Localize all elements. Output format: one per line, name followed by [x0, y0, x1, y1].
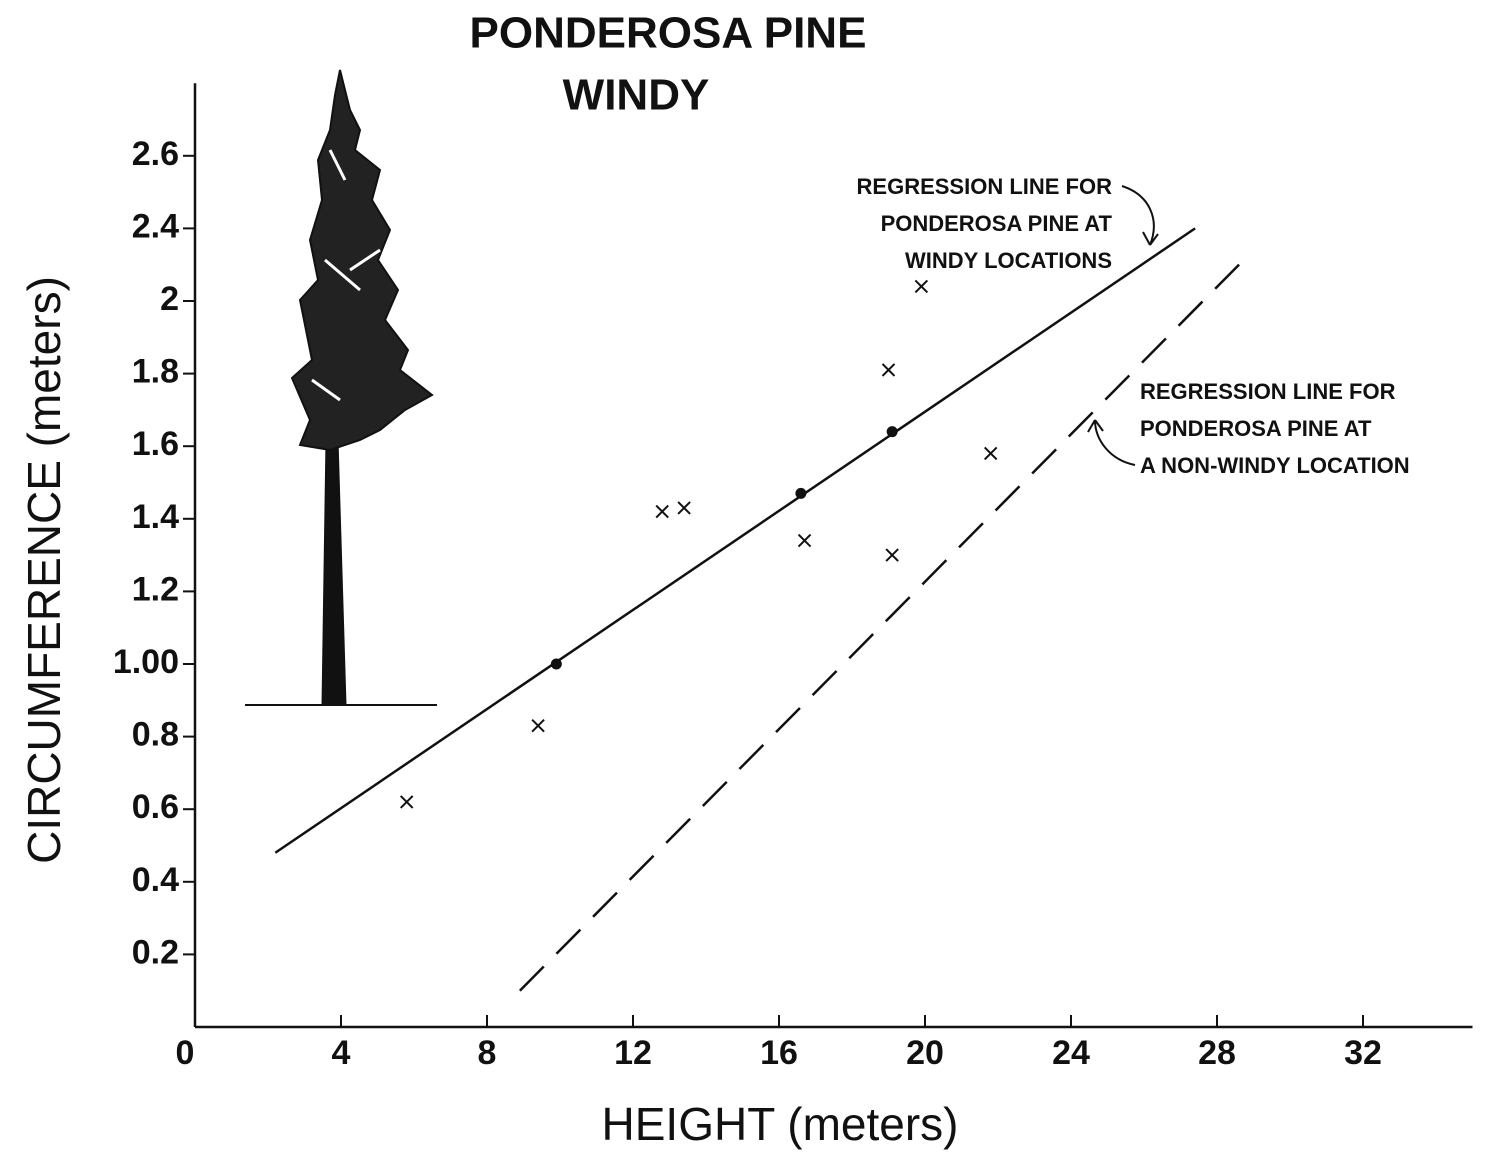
annotation: REGRESSION LINE FOR	[1140, 379, 1396, 404]
x-tick-label: 8	[478, 1034, 497, 1072]
regression-point	[795, 488, 806, 499]
chart-title: WINDY	[563, 71, 710, 120]
y-tick-label: 1.6	[132, 425, 179, 463]
annotation: REGRESSION LINE FOR	[857, 174, 1113, 199]
regression-point	[551, 659, 562, 670]
y-tick-label: 0.4	[132, 861, 179, 899]
data-point	[401, 796, 413, 808]
data-point	[799, 535, 811, 547]
x-tick-label: 4	[332, 1034, 351, 1072]
y-tick-label: 0.8	[132, 716, 179, 754]
regression-line	[275, 228, 1195, 852]
x-tick-label: 12	[614, 1034, 652, 1072]
annotation-arrow	[1088, 420, 1135, 465]
y-tick-label: 1.2	[132, 570, 179, 608]
chart: PONDEROSA PINE WINDY HEIGHT (meters) CIR…	[0, 0, 1494, 1150]
regression-line	[520, 257, 1246, 990]
x-tick-label: 16	[760, 1034, 798, 1072]
annotation: A NON-WINDY LOCATION	[1140, 453, 1410, 478]
annotation-arrow	[1122, 186, 1158, 245]
x-tick-label: 32	[1344, 1034, 1382, 1072]
data-point	[985, 447, 997, 459]
annotation: PONDEROSA PINE AT	[881, 211, 1113, 236]
annotation: WINDY LOCATIONS	[905, 248, 1112, 273]
y-tick-label: 2.4	[132, 207, 179, 245]
y-axis-label: CIRCUMFERENCE (meters)	[18, 276, 70, 864]
x-tick-label: 28	[1198, 1034, 1236, 1072]
y-tick-label: 1.8	[132, 353, 179, 391]
y-tick-label: 2	[160, 280, 179, 318]
data-point	[656, 506, 668, 518]
y-tick-label: 1.4	[132, 498, 179, 536]
regression-point	[887, 426, 898, 437]
x-tick-label: 0	[176, 1034, 195, 1072]
x-tick-label: 20	[906, 1034, 944, 1072]
y-tick-label: 0.6	[132, 788, 179, 826]
y-tick-label: 2.6	[132, 135, 179, 173]
x-tick-label: 24	[1052, 1034, 1090, 1072]
data-point	[883, 364, 895, 376]
tree-illustration	[245, 70, 437, 705]
y-tick-label: 0.2	[132, 933, 179, 971]
y-tick-label: 1.00	[113, 643, 179, 681]
data-point	[915, 280, 927, 292]
chart-title: PONDEROSA PINE	[470, 9, 867, 58]
data-point	[886, 549, 898, 561]
data-point	[678, 502, 690, 514]
annotation: PONDEROSA PINE AT	[1140, 416, 1372, 441]
x-axis-label: HEIGHT (meters)	[602, 1098, 959, 1150]
data-point	[532, 720, 544, 732]
